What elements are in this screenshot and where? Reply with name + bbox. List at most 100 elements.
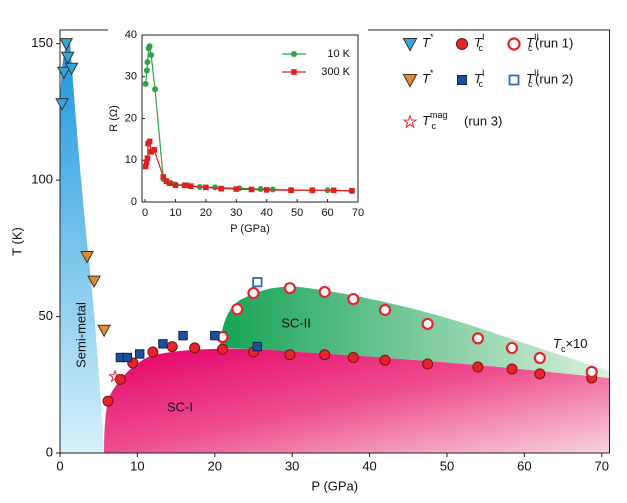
marker bbox=[422, 358, 434, 370]
x-tick-label: 20 bbox=[208, 458, 222, 473]
legend-label-base: T bbox=[422, 113, 431, 128]
x-tick-label: 10 bbox=[130, 458, 144, 473]
point bbox=[146, 138, 153, 145]
annotation-rest: ×10 bbox=[565, 336, 587, 351]
legend-run: (run 1) bbox=[535, 35, 573, 50]
x-tick-label: 50 bbox=[291, 207, 303, 219]
x-tick-label: 60 bbox=[517, 458, 531, 473]
marker bbox=[60, 51, 75, 65]
legend-label: TI c bbox=[474, 32, 484, 53]
legend-marker bbox=[291, 51, 297, 57]
legend-label-base: T bbox=[422, 71, 431, 86]
point bbox=[263, 187, 270, 193]
marker bbox=[506, 363, 518, 375]
point bbox=[148, 149, 154, 155]
marker bbox=[347, 292, 360, 306]
point bbox=[163, 178, 170, 184]
legend-label-sub: c bbox=[528, 79, 533, 89]
legend-marker bbox=[291, 69, 297, 75]
legend-label: TII c bbox=[526, 32, 539, 53]
legend-marker bbox=[402, 114, 418, 129]
region-label: SC-II bbox=[281, 315, 311, 330]
y-tick-label: 0 bbox=[46, 444, 53, 459]
point bbox=[172, 182, 179, 189]
y-tick-label: 0 bbox=[131, 196, 137, 208]
marker bbox=[114, 373, 126, 385]
marker bbox=[87, 275, 101, 289]
x-tick-label: 70 bbox=[352, 207, 364, 219]
legend-label-sup: I bbox=[482, 68, 485, 78]
legend-label: TI c bbox=[474, 68, 484, 89]
x-tick-label: 40 bbox=[362, 458, 376, 473]
point bbox=[233, 186, 240, 192]
marker bbox=[533, 351, 546, 365]
marker bbox=[158, 339, 168, 349]
point bbox=[148, 52, 155, 59]
legend-marker bbox=[507, 37, 521, 51]
point bbox=[309, 187, 316, 194]
marker bbox=[505, 341, 519, 355]
marker bbox=[252, 341, 263, 352]
annotation: Tc×10 bbox=[553, 336, 588, 354]
x-tick-label: 20 bbox=[200, 207, 212, 219]
marker bbox=[379, 354, 391, 366]
point bbox=[144, 59, 151, 66]
point bbox=[203, 184, 209, 191]
legend-run: (run 2) bbox=[535, 71, 573, 86]
legend-label-sup: II bbox=[534, 32, 539, 42]
legend-label-sup: * bbox=[430, 68, 434, 78]
marker bbox=[252, 277, 263, 288]
marker bbox=[247, 286, 260, 300]
y-tick-label: 50 bbox=[39, 308, 53, 323]
marker bbox=[378, 303, 392, 317]
legend-marker bbox=[402, 38, 418, 52]
marker bbox=[64, 62, 79, 76]
x-tick-label: 40 bbox=[261, 207, 273, 219]
marker bbox=[135, 349, 145, 359]
marker bbox=[55, 98, 69, 111]
legend-label-base: T bbox=[474, 71, 483, 86]
marker bbox=[107, 369, 122, 383]
marker bbox=[147, 346, 159, 358]
point bbox=[212, 184, 219, 191]
marker bbox=[318, 285, 331, 299]
marker bbox=[472, 361, 484, 373]
y-axis-label: T (K) bbox=[9, 227, 24, 256]
point bbox=[152, 86, 159, 93]
y-tick-label: 150 bbox=[31, 35, 53, 50]
legend-marker bbox=[456, 38, 468, 50]
point bbox=[142, 80, 149, 87]
legend-label-sup: mag bbox=[430, 110, 448, 120]
x-axis-label: P (GPa) bbox=[230, 223, 270, 235]
legend-run: (run 3) bbox=[464, 113, 502, 128]
x-tick-label: 10 bbox=[169, 207, 181, 219]
point bbox=[181, 182, 188, 189]
point bbox=[349, 187, 355, 194]
x-tick-label: 0 bbox=[56, 458, 63, 473]
point bbox=[288, 187, 294, 194]
marker bbox=[319, 349, 331, 361]
point bbox=[330, 187, 337, 194]
marker bbox=[231, 303, 244, 316]
point bbox=[218, 185, 224, 192]
marker bbox=[189, 342, 201, 354]
marker bbox=[102, 395, 114, 407]
legend-label-sub: c bbox=[431, 121, 436, 131]
x-tick-label: 0 bbox=[142, 207, 148, 219]
sc1-region bbox=[104, 348, 609, 453]
point bbox=[144, 155, 151, 161]
semi-metal-region bbox=[60, 41, 104, 453]
legend-marker bbox=[508, 74, 520, 86]
point bbox=[146, 43, 153, 50]
legend-label: Tmag c bbox=[422, 110, 447, 131]
region-label: Semi-metal bbox=[73, 302, 88, 368]
x-axis-label: P (GPa) bbox=[311, 478, 358, 493]
legend-label: TII c bbox=[526, 68, 539, 89]
sc2-region bbox=[220, 286, 609, 378]
x-tick-label: 30 bbox=[285, 458, 299, 473]
point bbox=[151, 147, 157, 153]
marker bbox=[534, 368, 546, 380]
legend-label-base: T bbox=[422, 35, 431, 50]
y-axis-label: R (Ω) bbox=[108, 105, 120, 132]
